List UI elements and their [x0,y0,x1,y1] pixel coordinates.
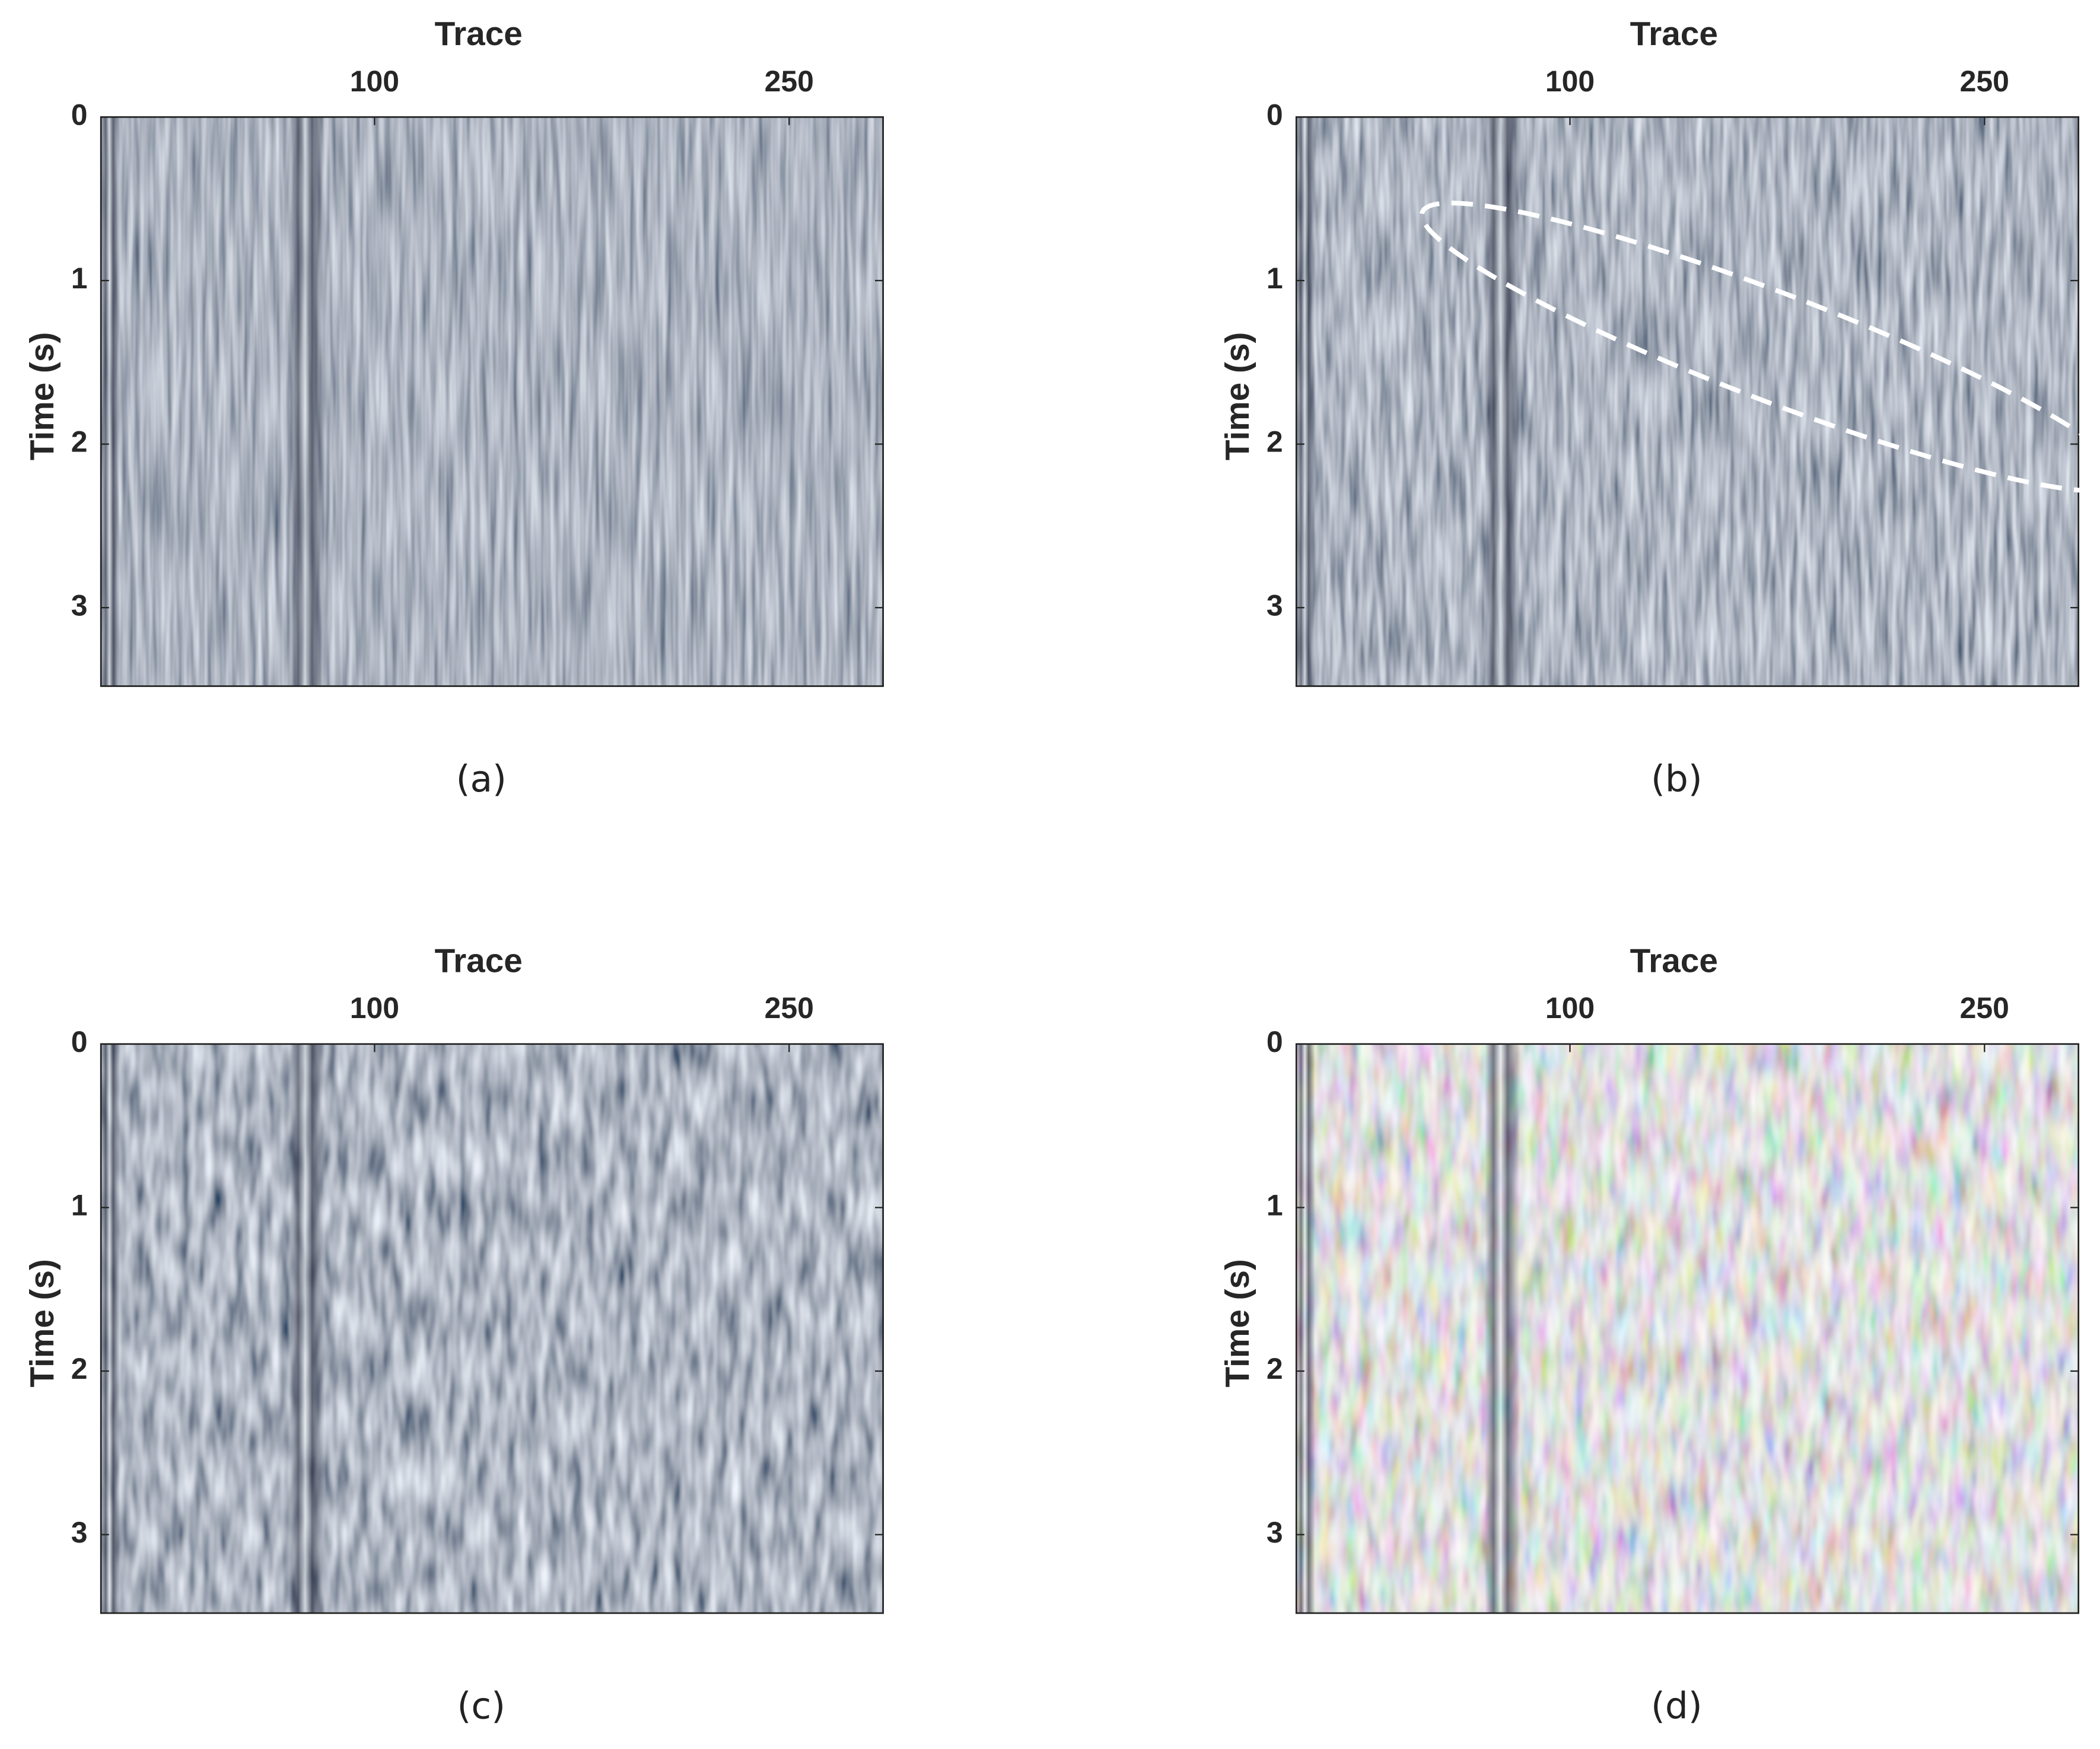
axis-title: Trace [1630,15,1718,53]
y-tick-label: 0 [1267,98,1283,131]
y-tick-label: 3 [1267,1516,1283,1549]
axis-title: Trace [435,15,523,53]
axes-frame [100,116,884,687]
y-tick-label: 3 [71,589,88,622]
caption: (b) [1651,758,1703,800]
y-tick-label: 1 [1267,262,1283,295]
bright-trace-band [289,117,324,686]
x-tick-label: 100 [1545,65,1595,98]
x-tick-label: 250 [765,65,814,98]
caption: (d) [1651,1686,1703,1728]
y-tick-label: 0 [71,98,88,131]
highlight-group [1419,201,2080,494]
y-tick-label: 1 [71,262,88,295]
bright-trace-band [1484,1044,1520,1613]
y-axis-label: Time (s) [1219,1259,1256,1387]
y-tick-label: 3 [1267,589,1283,622]
y-tick-label: 0 [1267,1025,1283,1058]
y-tick-label: 1 [71,1189,88,1222]
axes-frame [1295,1043,2080,1614]
x-tick-label: 100 [350,65,399,98]
y-tick-label: 0 [71,1025,88,1058]
y-tick-label: 2 [71,1352,88,1385]
y-axis-label: Time (s) [1219,332,1256,460]
axes-frame [100,1043,884,1614]
y-tick-label: 2 [1267,1352,1283,1385]
seismic-image [1296,1044,2079,1613]
edge-band [1296,1044,1316,1613]
edge-band [101,117,120,686]
axes-frame [1295,116,2080,687]
y-tick-label: 2 [1267,425,1283,459]
highlight-ellipse [1419,201,2080,494]
y-tick-label: 3 [71,1516,88,1549]
y-tick-label: 2 [71,425,88,459]
x-tick-label: 250 [765,991,814,1025]
x-tick-label: 100 [1545,991,1595,1025]
y-axis-label: Time (s) [24,332,61,460]
caption: (c) [457,1686,505,1728]
x-tick-label: 250 [1960,65,2009,98]
axis-title: Trace [1630,943,1718,980]
x-tick-label: 250 [1960,991,2009,1025]
bright-trace-band [1484,117,1520,686]
y-axis-label: Time (s) [24,1259,61,1387]
caption: (a) [456,758,507,800]
y-tick-label: 1 [1267,1189,1283,1222]
seismic-image [101,117,883,686]
edge-band [1296,117,1316,686]
seismic-image [1296,117,2079,686]
bright-trace-band [289,1044,324,1613]
edge-band [101,1044,120,1613]
x-tick-label: 100 [350,991,399,1025]
axis-title: Trace [435,943,523,980]
seismic-image [101,1044,883,1613]
